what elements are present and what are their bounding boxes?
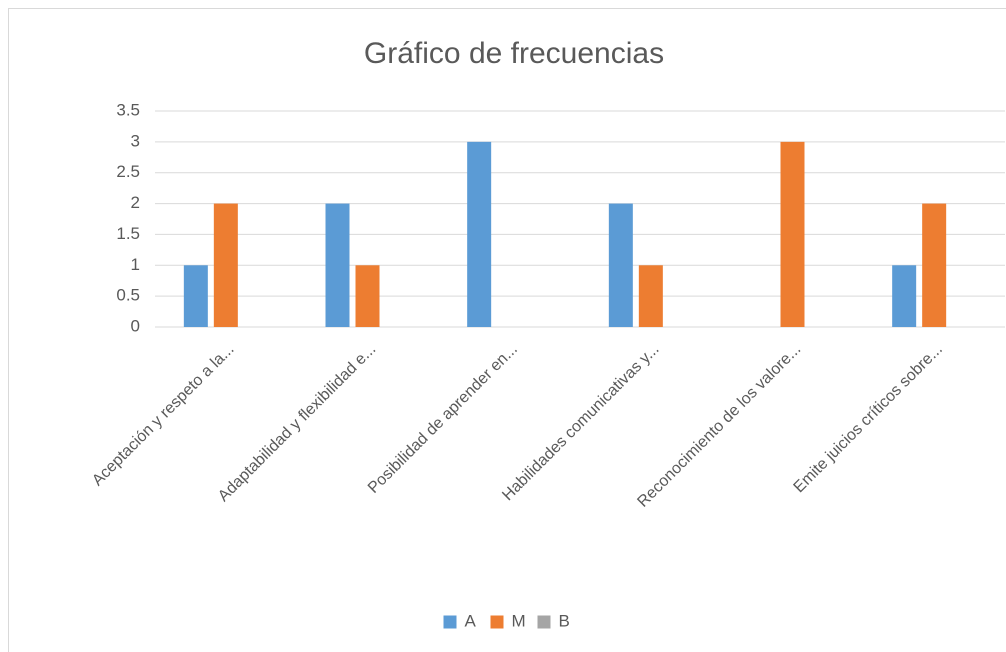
bar [325, 203, 350, 327]
bar [608, 203, 633, 327]
y-tick-label: 1 [131, 255, 140, 274]
y-tick-label: 2.5 [116, 162, 140, 181]
bar [355, 265, 380, 327]
y-tick-label: 3 [131, 131, 140, 150]
bar [892, 265, 917, 327]
bar [922, 203, 947, 327]
bar [467, 141, 492, 327]
legend-swatch [443, 615, 457, 629]
bar [638, 265, 663, 327]
y-tick-label: 1.5 [116, 224, 140, 243]
bar [183, 265, 208, 327]
legend-label: B [559, 611, 570, 630]
legend-label: A [465, 611, 477, 630]
chart-title: Gráfico de frecuencias [364, 37, 664, 70]
bar [780, 141, 805, 327]
legend-swatch [490, 615, 504, 629]
bar [213, 203, 238, 327]
chart-border [8, 8, 1006, 652]
legend-label: M [512, 611, 526, 630]
legend-swatch [537, 615, 551, 629]
y-tick-label: 0 [131, 316, 140, 335]
y-tick-label: 2 [131, 193, 140, 212]
y-tick-label: 0.5 [116, 286, 140, 305]
y-tick-label: 3.5 [116, 100, 140, 119]
